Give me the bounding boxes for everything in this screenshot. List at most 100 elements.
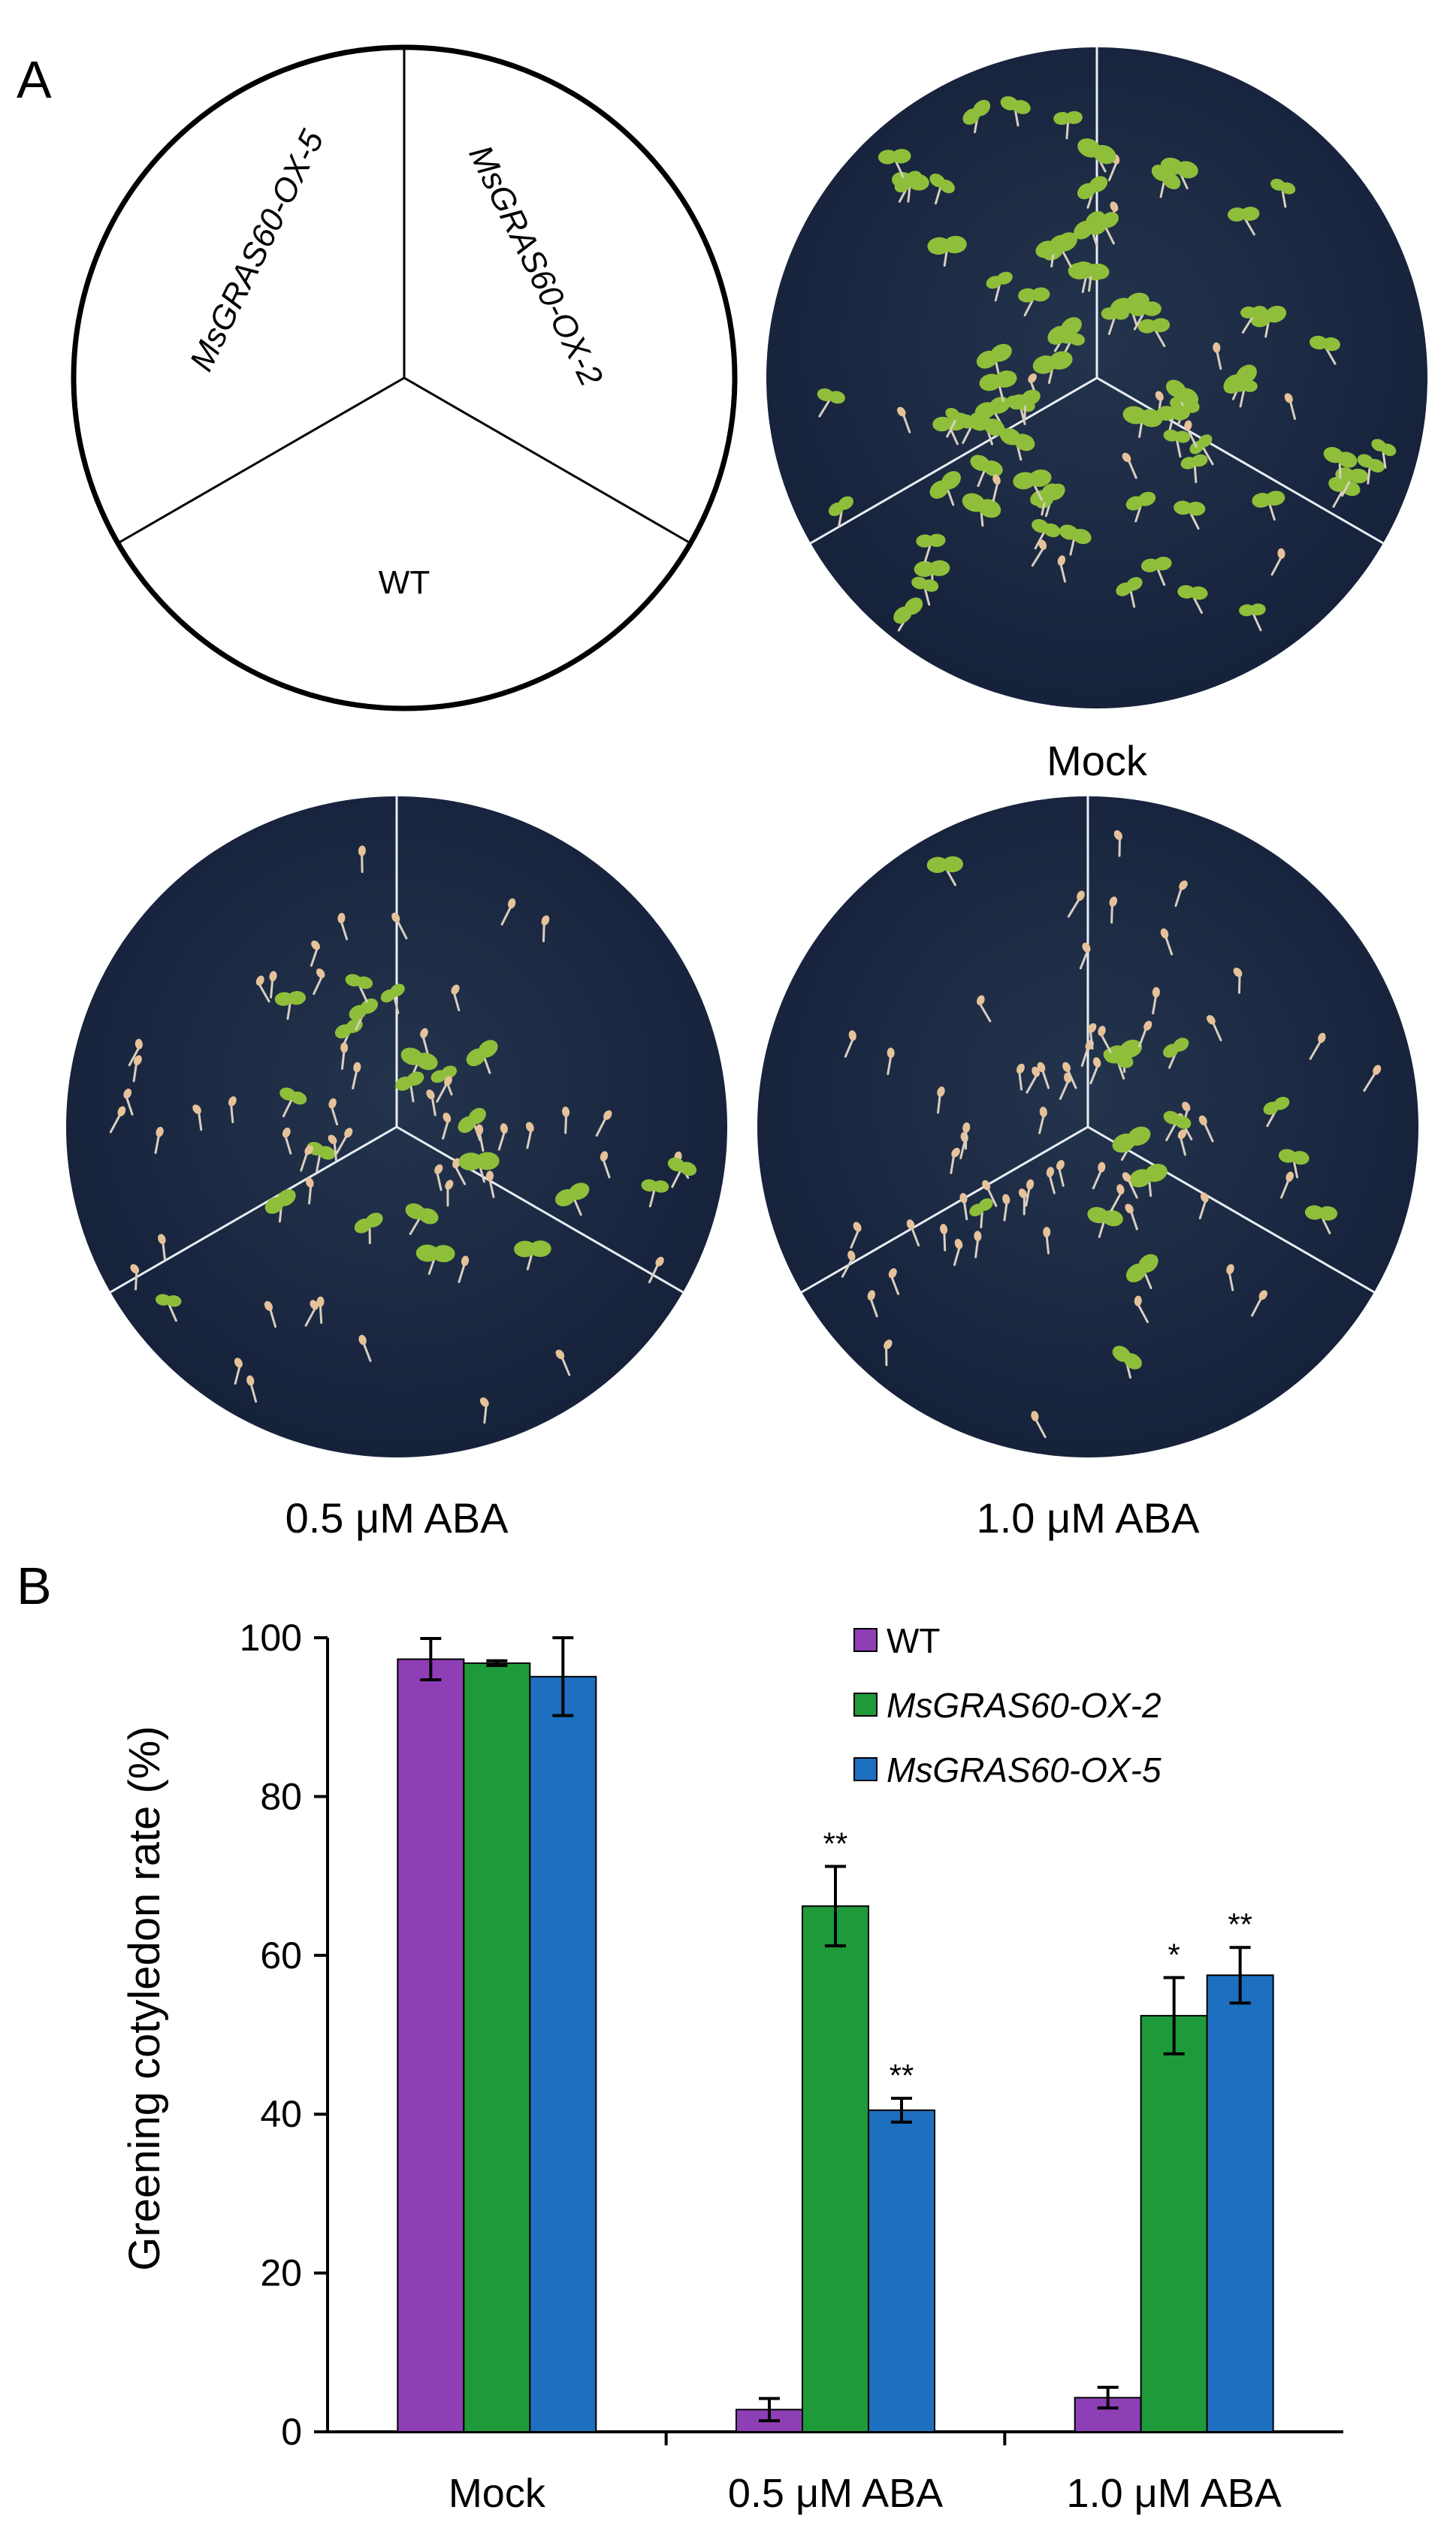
- seedling-ungreened: [479, 1397, 489, 1407]
- seedling-ungreened: [1038, 539, 1047, 550]
- seedling-hypocotyl: [1309, 1039, 1322, 1060]
- seedling-hypocotyl: [500, 905, 512, 926]
- seedling-cotyledon: [941, 471, 961, 490]
- seedling-hypocotyl: [943, 1231, 947, 1252]
- significance-marker: **: [890, 2058, 914, 2093]
- seedling-cotyledon: [1265, 491, 1285, 506]
- seedling-cotyledon: [1189, 586, 1208, 600]
- seedling-hypocotyl: [978, 1001, 992, 1022]
- seedling-hypocotyl: [132, 1062, 138, 1083]
- seedling-hypocotyl: [436, 1170, 443, 1191]
- seedling-ungreened: [130, 1264, 140, 1274]
- seedling-ungreened: [445, 1179, 454, 1190]
- seedling-ungreened: [316, 968, 325, 978]
- seedling-cotyledon: [1041, 483, 1059, 500]
- seedling-ungreened: [982, 1179, 991, 1191]
- seedling-cotyledon: [1280, 182, 1296, 195]
- seedling-hypocotyl: [154, 1134, 161, 1155]
- seedling-cotyledon: [418, 1208, 439, 1225]
- seedling-ungreened: [485, 1170, 494, 1182]
- seedling-cotyledon: [922, 579, 939, 592]
- seedling-hypocotyl: [1127, 1178, 1138, 1199]
- seedling-ungreened: [555, 1349, 565, 1360]
- seedling-cotyledon: [1072, 528, 1092, 545]
- seedling-hypocotyl: [362, 1341, 372, 1362]
- seedling-cotyledon: [406, 1071, 424, 1086]
- seedling-cotyledon: [1264, 305, 1287, 323]
- seedling-cotyledon: [287, 991, 307, 1005]
- seedling-ungreened: [1046, 1167, 1055, 1178]
- seedling-hypocotyl: [1038, 1113, 1045, 1134]
- seedling-hypocotyl: [953, 1246, 961, 1267]
- seedling-ungreened: [1143, 1020, 1152, 1031]
- plate-divider: [810, 376, 1098, 545]
- seedling-hypocotyl: [162, 1240, 167, 1261]
- x-ticks: Mock 0.5 μM ABA 1.0 μM ABA: [449, 2432, 1282, 2516]
- seedling-hypocotyl: [648, 1263, 660, 1284]
- seedling-hypocotyl: [319, 1303, 323, 1324]
- seedling-ungreened: [1098, 1025, 1106, 1037]
- seedling-hypocotyl: [1165, 1121, 1178, 1142]
- seedling-cotyledon: [1137, 491, 1156, 506]
- seedling-cotyledon: [365, 1213, 383, 1228]
- seedling-ungreened: [1277, 548, 1285, 559]
- seedling-hypocotyl: [452, 991, 461, 1012]
- seedling-hypocotyl: [902, 412, 911, 433]
- seedling-cotyledon: [1050, 234, 1071, 252]
- seedling-ungreened: [1002, 1194, 1010, 1205]
- seedling-cotyledon: [994, 370, 1017, 388]
- seedling-cotyledon: [1349, 468, 1369, 484]
- seedling-hypocotyl: [230, 1103, 234, 1124]
- seedling-ungreened: [887, 1047, 895, 1059]
- seedling-hypocotyl: [421, 1034, 429, 1056]
- seedling-hypocotyl: [442, 1119, 449, 1140]
- seedling-cotyledon: [1089, 176, 1108, 192]
- seedling-ungreened: [1160, 928, 1169, 939]
- seedling-hypocotyl: [134, 1270, 138, 1291]
- plate-caption-05-aba: 0.5 μM ABA: [285, 1494, 509, 1542]
- seedling-cotyledon: [1176, 161, 1198, 179]
- seedling-cotyledon: [360, 998, 379, 1014]
- seedling-cotyledon: [1068, 333, 1085, 346]
- seedling-hypocotyl: [560, 1355, 571, 1376]
- seedling-hypocotyl: [595, 1116, 607, 1137]
- seedling-ungreened: [311, 940, 320, 950]
- seedling-hypocotyl: [1251, 1296, 1263, 1317]
- seedling-cotyledon: [276, 1188, 296, 1207]
- seedling-ungreened: [328, 1098, 337, 1109]
- seedling-hypocotyl: [1107, 161, 1118, 182]
- seedling-ungreened: [1087, 1022, 1097, 1033]
- seedling-plates: [66, 47, 1427, 1457]
- seedling-ungreened: [940, 1224, 948, 1235]
- seedling-hypocotyl: [330, 1105, 339, 1126]
- seedling-cotyledon: [679, 1161, 697, 1176]
- plate-caption-mock: Mock: [1047, 737, 1148, 784]
- y-tick-label: 100: [240, 1617, 302, 1659]
- seedling-ungreened: [977, 995, 985, 1006]
- seedling-hypocotyl: [1164, 935, 1174, 956]
- seedling-ungreened: [867, 1290, 876, 1301]
- seedling-ungreened: [304, 1145, 313, 1155]
- seedling-cotyledon: [1337, 452, 1358, 468]
- seedling-cotyledon: [1128, 301, 1148, 316]
- seedling-ungreened: [391, 912, 400, 923]
- seedling-hypocotyl: [1110, 1191, 1122, 1212]
- seedling-hypocotyl: [1045, 1234, 1050, 1255]
- seedling-cotyledon: [468, 1107, 486, 1125]
- bar: [463, 1662, 531, 2433]
- seedling-hypocotyl: [1239, 387, 1246, 408]
- seedling-hypocotyl: [844, 1037, 855, 1058]
- seedling-hypocotyl: [454, 1164, 467, 1185]
- legend-swatch: [853, 1693, 878, 1717]
- seedling-ungreened: [1207, 1015, 1216, 1025]
- seedling-ungreened: [1182, 1101, 1191, 1112]
- seedling-ungreened: [444, 1076, 452, 1086]
- seedling-ungreened: [1031, 1411, 1039, 1421]
- schematic-divider-right: [403, 376, 691, 545]
- seedling-hypocotyl: [488, 1177, 495, 1198]
- seedling-ungreened: [1026, 1179, 1035, 1190]
- seedling-hypocotyl: [818, 397, 832, 418]
- seedling-cotyledon: [415, 1244, 440, 1262]
- seedling-ungreened: [1077, 890, 1085, 901]
- seedling-ungreened: [1373, 1065, 1382, 1075]
